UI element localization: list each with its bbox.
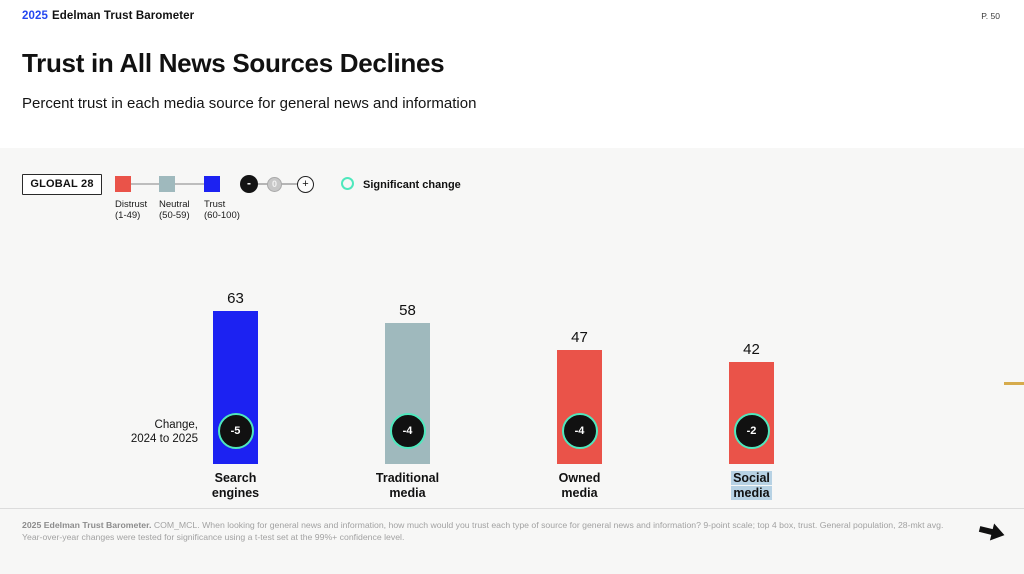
change-badge-owned-media: -4 <box>561 413 598 449</box>
page-subtitle: Percent trust in each media source for g… <box>22 95 477 112</box>
next-page-arrow-button[interactable] <box>978 518 1006 546</box>
change-badge-search-engines: -5 <box>217 413 254 449</box>
page-number: P. 50 <box>981 11 1000 21</box>
chart-panel-background <box>0 148 1024 574</box>
distrust-swatch-icon <box>115 176 131 192</box>
global-28-scope-button[interactable]: GLOBAL 28 <box>22 174 102 195</box>
change-badge-traditional-media: -4 <box>389 413 426 449</box>
bar-label-owned-media: Owned media <box>558 471 601 500</box>
right-edge-gold-marker <box>1004 382 1024 385</box>
source-footnote-bold: 2025 Edelman Trust Barometer. <box>22 520 152 530</box>
minus-change-icon: - <box>240 175 258 193</box>
brand-year: 2025 <box>22 10 48 22</box>
change-badge-social-media: -2 <box>733 413 770 449</box>
bar-value-social-media: 42 <box>743 341 760 358</box>
zero-change-icon: 0 <box>267 177 282 192</box>
distrust-scale-label: Distrust (1-49) <box>115 199 148 221</box>
bar-label-traditional-media: Traditional media <box>375 471 440 500</box>
bar-label-social-media: Social media <box>731 471 772 500</box>
plus-change-icon: + <box>297 176 314 193</box>
bar-label-search-engines: Search engines <box>211 471 260 500</box>
source-footnote: 2025 Edelman Trust Barometer. COM_MCL. W… <box>22 520 960 543</box>
arrow-right-icon <box>978 523 1005 541</box>
significant-change-ring-icon <box>341 177 354 190</box>
bar-value-search-engines: 63 <box>227 290 244 307</box>
neutral-swatch-icon <box>159 176 175 192</box>
brand-name: Edelman Trust Barometer <box>51 10 195 22</box>
neutral-scale-label: Neutral (50-59) <box>159 199 190 221</box>
bar-value-owned-media: 47 <box>571 329 588 346</box>
trust-swatch-icon <box>204 176 220 192</box>
significant-change-label: Significant change <box>363 179 461 191</box>
page-title: Trust in All News Sources Declines <box>22 48 445 78</box>
bar-value-traditional-media: 58 <box>399 302 416 319</box>
brand-logo: 2025 Edelman Trust Barometer <box>22 10 194 22</box>
footer-divider <box>0 508 1024 509</box>
change-row-label: Change, 2024 to 2025 <box>130 419 198 445</box>
trust-scale-label: Trust (60-100) <box>204 199 240 221</box>
source-footnote-text: COM_MCL. When looking for general news a… <box>22 520 944 542</box>
